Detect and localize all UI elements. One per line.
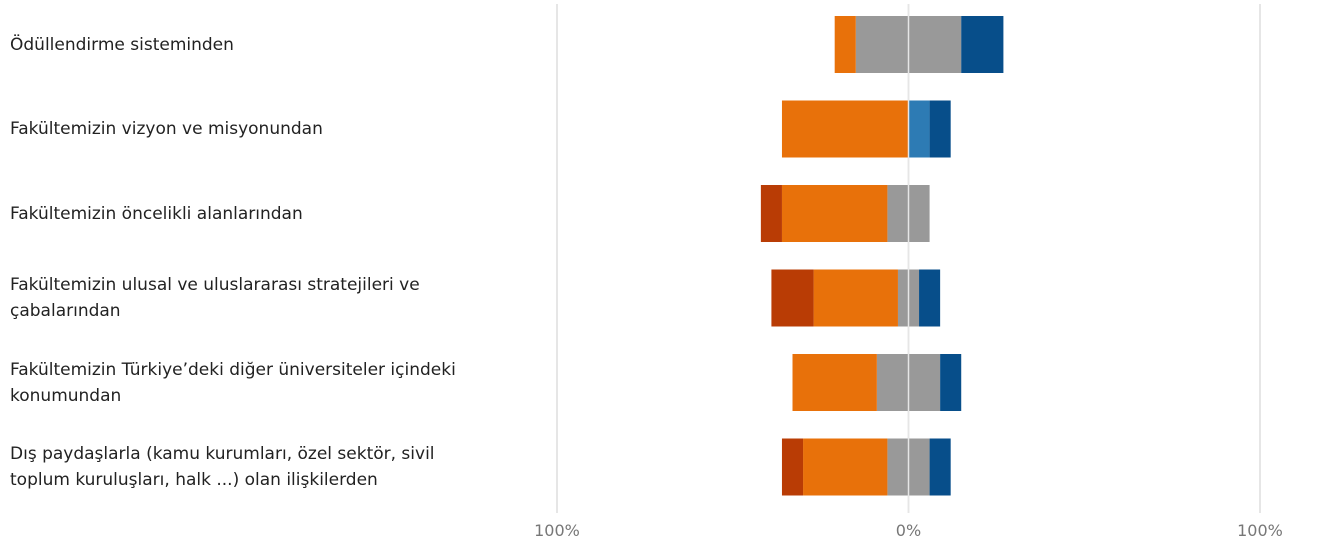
bar-segment-positive xyxy=(908,100,930,158)
bar-segment-positive xyxy=(940,354,962,411)
category-label-line: Fakültemizin ulusal ve uluslararası stra… xyxy=(10,275,420,295)
bar-segment-negative xyxy=(771,269,814,327)
bar-segment-positive xyxy=(929,438,951,496)
category-label-line: Fakültemizin Türkiye’deki diğer üniversi… xyxy=(10,359,456,380)
category-label: Fakültemizin Türkiye’deki diğer üniversi… xyxy=(10,357,530,409)
category-label: Dış paydaşlarla (kamu kurumları, özel se… xyxy=(10,441,530,493)
category-label-line: Ödüllendirme sisteminden xyxy=(10,34,234,55)
category-label-line: Fakültemizin vizyon ve misyonundan xyxy=(10,119,323,139)
category-label: Fakültemizin ulusal ve uluslararası stra… xyxy=(10,272,530,324)
bar-segment-negative xyxy=(781,100,909,158)
category-label-line: çabalarından xyxy=(10,301,121,321)
category-label-line: Fakültemizin öncelikli alanlarından xyxy=(10,203,303,224)
x-tick-label: 0% xyxy=(896,521,921,540)
category-label-line: Dış paydaşlarla (kamu kurumları, özel se… xyxy=(10,444,435,464)
bar-segment-negative xyxy=(813,269,898,327)
category-label: Fakültemizin vizyon ve misyonundan xyxy=(10,116,530,142)
bar-segment-negative xyxy=(792,354,877,411)
bar-segment-negative xyxy=(781,185,888,242)
bar-segment-negative xyxy=(781,438,804,496)
bar-segment-negative xyxy=(834,16,856,73)
bar-segment-negative xyxy=(803,438,888,496)
bar-segment-positive xyxy=(961,16,1004,73)
x-tick-label: 100% xyxy=(1237,521,1283,540)
category-label-line: toplum kuruluşları, halk ...) olan ilişk… xyxy=(10,470,378,490)
bar-segment-positive xyxy=(929,100,951,158)
category-label-line: konumundan xyxy=(10,385,122,406)
bar-segment-negative xyxy=(760,185,782,242)
x-tick-label: 100% xyxy=(534,521,580,540)
category-label: Ödüllendirme sisteminden xyxy=(10,32,530,58)
category-label: Fakültemizin öncelikli alanlarından xyxy=(10,201,530,227)
bar-segment-positive xyxy=(919,269,941,327)
